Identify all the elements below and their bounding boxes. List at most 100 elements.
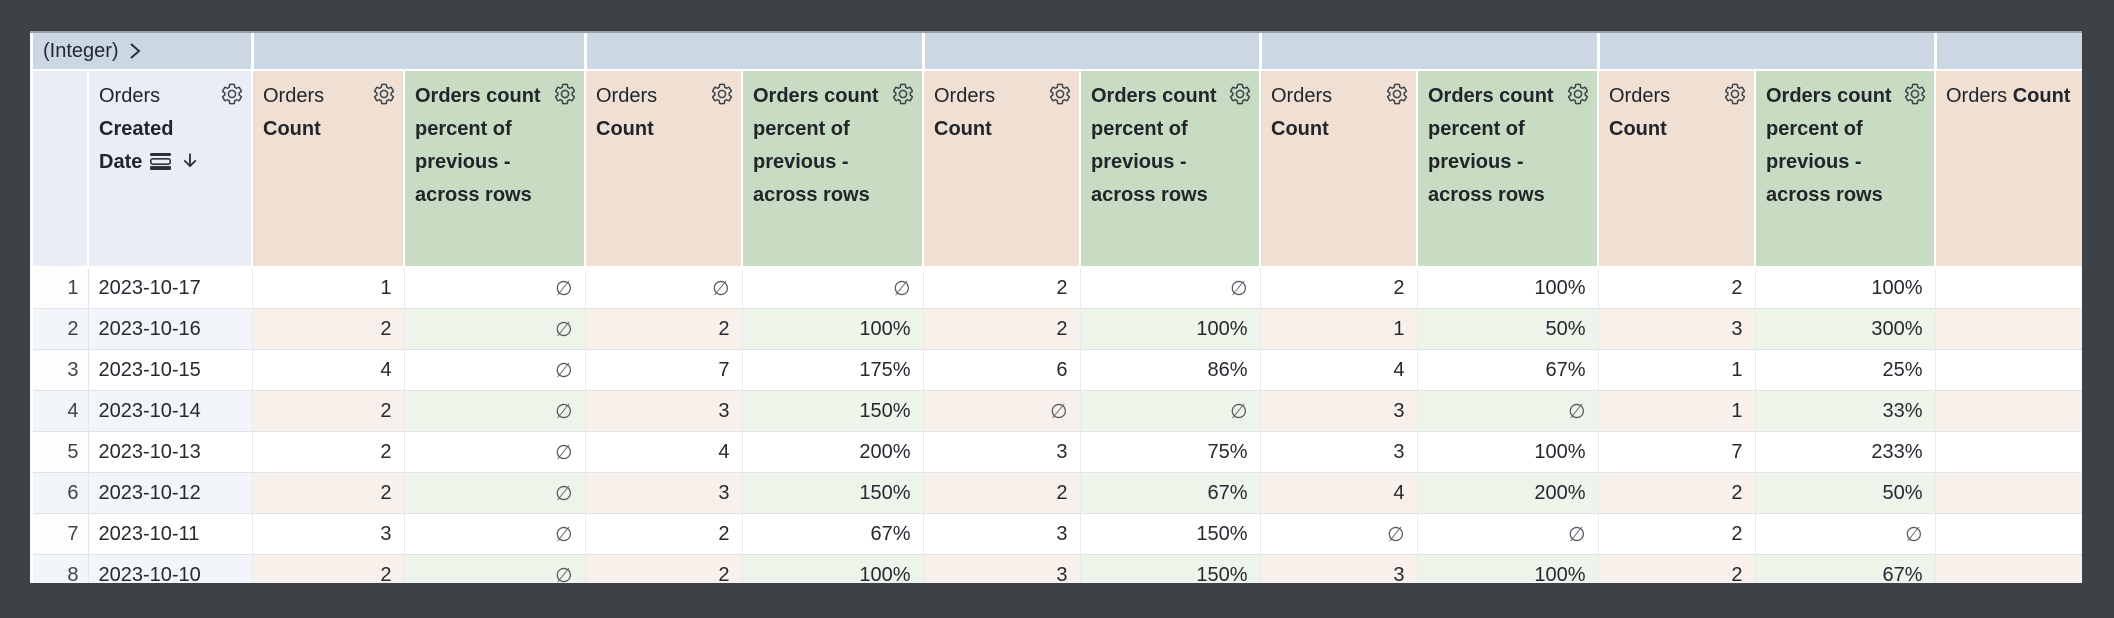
count-value-cell[interactable]: ∅	[1935, 554, 2082, 583]
gear-icon[interactable]	[372, 82, 396, 106]
gear-icon[interactable]	[1048, 82, 1072, 106]
percent-value-cell[interactable]: ∅	[404, 513, 586, 555]
count-value-cell[interactable]: 3	[923, 554, 1081, 583]
count-value-cell[interactable]: 1	[1598, 349, 1756, 391]
percent-value-cell[interactable]: 233%	[1755, 431, 1936, 473]
percent-value-cell[interactable]: ∅	[404, 390, 586, 432]
percent-value-cell[interactable]: ∅	[1417, 390, 1599, 432]
header-orders-count[interactable]: Orders Count	[252, 70, 405, 269]
header-orders-count[interactable]: Orders Count	[1598, 70, 1756, 269]
gear-icon[interactable]	[1228, 82, 1252, 106]
count-value-cell[interactable]: ∅	[1935, 308, 2082, 350]
percent-value-cell[interactable]: 150%	[1080, 513, 1261, 555]
count-value-cell[interactable]: ∅	[1935, 267, 2082, 309]
percent-value-cell[interactable]: 67%	[1755, 554, 1936, 583]
count-value-cell[interactable]: ∅	[923, 390, 1081, 432]
percent-value-cell[interactable]: ∅	[1417, 513, 1599, 555]
count-value-cell[interactable]: 1	[252, 267, 405, 309]
date-cell[interactable]: 2023-10-14	[88, 390, 253, 432]
count-value-cell[interactable]: 4	[585, 431, 743, 473]
header-orders-count-percent-of-previous[interactable]: Orders count percent of previous - acros…	[1080, 70, 1261, 269]
count-value-cell[interactable]: 1	[1598, 390, 1756, 432]
percent-value-cell[interactable]: ∅	[1755, 513, 1936, 555]
date-cell[interactable]: 2023-10-17	[88, 267, 253, 309]
gear-icon[interactable]	[220, 82, 244, 106]
header-orders-count[interactable]: Orders Count	[1935, 70, 2082, 269]
percent-value-cell[interactable]: 100%	[1755, 267, 1936, 309]
percent-value-cell[interactable]: ∅	[1080, 267, 1261, 309]
count-value-cell[interactable]: ∅	[1935, 472, 2082, 514]
header-orders-count[interactable]: Orders Count	[923, 70, 1081, 269]
header-orders-count-percent-of-previous[interactable]: Orders count percent of previous - acros…	[1417, 70, 1599, 269]
pivot-field-cell[interactable]: (Integer)	[33, 33, 254, 71]
percent-value-cell[interactable]: ∅	[404, 308, 586, 350]
percent-value-cell[interactable]: 150%	[742, 390, 924, 432]
sort-descending-arrow-icon[interactable]	[179, 150, 201, 172]
percent-value-cell[interactable]: 67%	[742, 513, 924, 555]
count-value-cell[interactable]: 2	[252, 472, 405, 514]
count-value-cell[interactable]: 2	[923, 472, 1081, 514]
count-value-cell[interactable]: 3	[585, 390, 743, 432]
count-value-cell[interactable]: 6	[923, 349, 1081, 391]
percent-value-cell[interactable]: 300%	[1755, 308, 1936, 350]
percent-value-cell[interactable]: ∅	[742, 267, 924, 309]
count-value-cell[interactable]: 3	[585, 472, 743, 514]
count-value-cell[interactable]: 3	[923, 431, 1081, 473]
count-value-cell[interactable]: 2	[1598, 472, 1756, 514]
count-value-cell[interactable]: 2	[252, 390, 405, 432]
percent-value-cell[interactable]: 67%	[1080, 472, 1261, 514]
chevron-right-icon[interactable]	[128, 42, 141, 60]
count-value-cell[interactable]: ∅	[1935, 390, 2082, 432]
count-value-cell[interactable]: 2	[1598, 554, 1756, 583]
count-value-cell[interactable]: 2	[585, 308, 743, 350]
percent-value-cell[interactable]: 67%	[1417, 349, 1599, 391]
percent-value-cell[interactable]: 100%	[1417, 267, 1599, 309]
percent-value-cell[interactable]: ∅	[1080, 390, 1261, 432]
gear-icon[interactable]	[710, 82, 734, 106]
gear-icon[interactable]	[891, 82, 915, 106]
gear-icon[interactable]	[1723, 82, 1747, 106]
count-value-cell[interactable]: ∅	[585, 267, 743, 309]
count-value-cell[interactable]: 2	[1598, 267, 1756, 309]
count-value-cell[interactable]: ∅	[1260, 513, 1418, 555]
count-value-cell[interactable]: 2	[1260, 267, 1418, 309]
date-cell[interactable]: 2023-10-11	[88, 513, 253, 555]
count-value-cell[interactable]: 4	[1260, 472, 1418, 514]
percent-value-cell[interactable]: 175%	[742, 349, 924, 391]
count-value-cell[interactable]: 7	[1598, 431, 1756, 473]
count-value-cell[interactable]: ∅	[1935, 431, 2082, 473]
percent-value-cell[interactable]: 100%	[1417, 554, 1599, 583]
percent-value-cell[interactable]: 150%	[742, 472, 924, 514]
count-value-cell[interactable]: 2	[1598, 513, 1756, 555]
count-value-cell[interactable]: 3	[1260, 390, 1418, 432]
count-value-cell[interactable]: 2	[923, 308, 1081, 350]
percent-value-cell[interactable]: ∅	[404, 472, 586, 514]
percent-value-cell[interactable]: 100%	[1417, 431, 1599, 473]
count-value-cell[interactable]: 2	[923, 267, 1081, 309]
date-cell[interactable]: 2023-10-13	[88, 431, 253, 473]
date-cell[interactable]: 2023-10-12	[88, 472, 253, 514]
percent-value-cell[interactable]: ∅	[404, 349, 586, 391]
count-value-cell[interactable]: 2	[252, 308, 405, 350]
header-orders-count-percent-of-previous[interactable]: Orders count percent of previous - acros…	[404, 70, 586, 269]
count-value-cell[interactable]: ∅	[1935, 513, 2082, 555]
count-value-cell[interactable]: ∅	[1935, 349, 2082, 391]
percent-value-cell[interactable]: 100%	[1080, 308, 1261, 350]
percent-value-cell[interactable]: 75%	[1080, 431, 1261, 473]
count-value-cell[interactable]: 7	[585, 349, 743, 391]
percent-value-cell[interactable]: 50%	[1417, 308, 1599, 350]
percent-value-cell[interactable]: 100%	[742, 554, 924, 583]
percent-value-cell[interactable]: 150%	[1080, 554, 1261, 583]
gear-icon[interactable]	[1903, 82, 1927, 106]
percent-value-cell[interactable]: 86%	[1080, 349, 1261, 391]
count-value-cell[interactable]: 2	[252, 554, 405, 583]
date-cell[interactable]: 2023-10-15	[88, 349, 253, 391]
percent-value-cell[interactable]: ∅	[404, 431, 586, 473]
count-value-cell[interactable]: 3	[1260, 554, 1418, 583]
header-orders-count[interactable]: Orders Count	[585, 70, 743, 269]
count-value-cell[interactable]: 3	[1260, 431, 1418, 473]
count-value-cell[interactable]: 2	[585, 513, 743, 555]
count-value-cell[interactable]: 3	[923, 513, 1081, 555]
header-orders-count-percent-of-previous[interactable]: Orders count percent of previous - acros…	[1755, 70, 1936, 269]
date-cell[interactable]: 2023-10-16	[88, 308, 253, 350]
